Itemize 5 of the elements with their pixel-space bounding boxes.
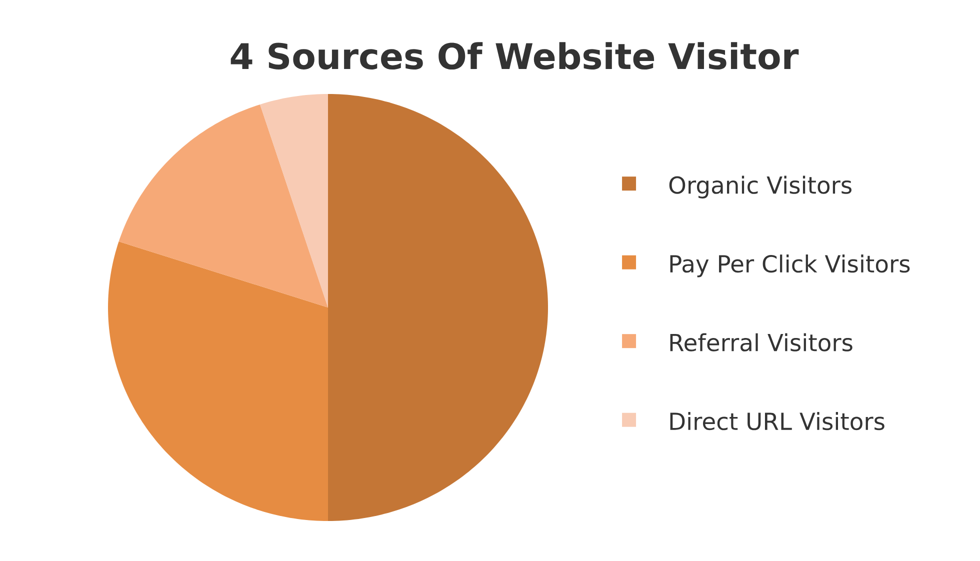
chart-title: 4 Sources Of Website Visitor	[230, 42, 799, 70]
legend-label: Pay Per Click Visitors	[670, 254, 910, 278]
legend-label: Direct URL Visitors	[670, 412, 884, 430]
legend-label: Referral Visitors	[670, 333, 852, 352]
legend-label: Organic Visitors	[669, 176, 852, 198]
